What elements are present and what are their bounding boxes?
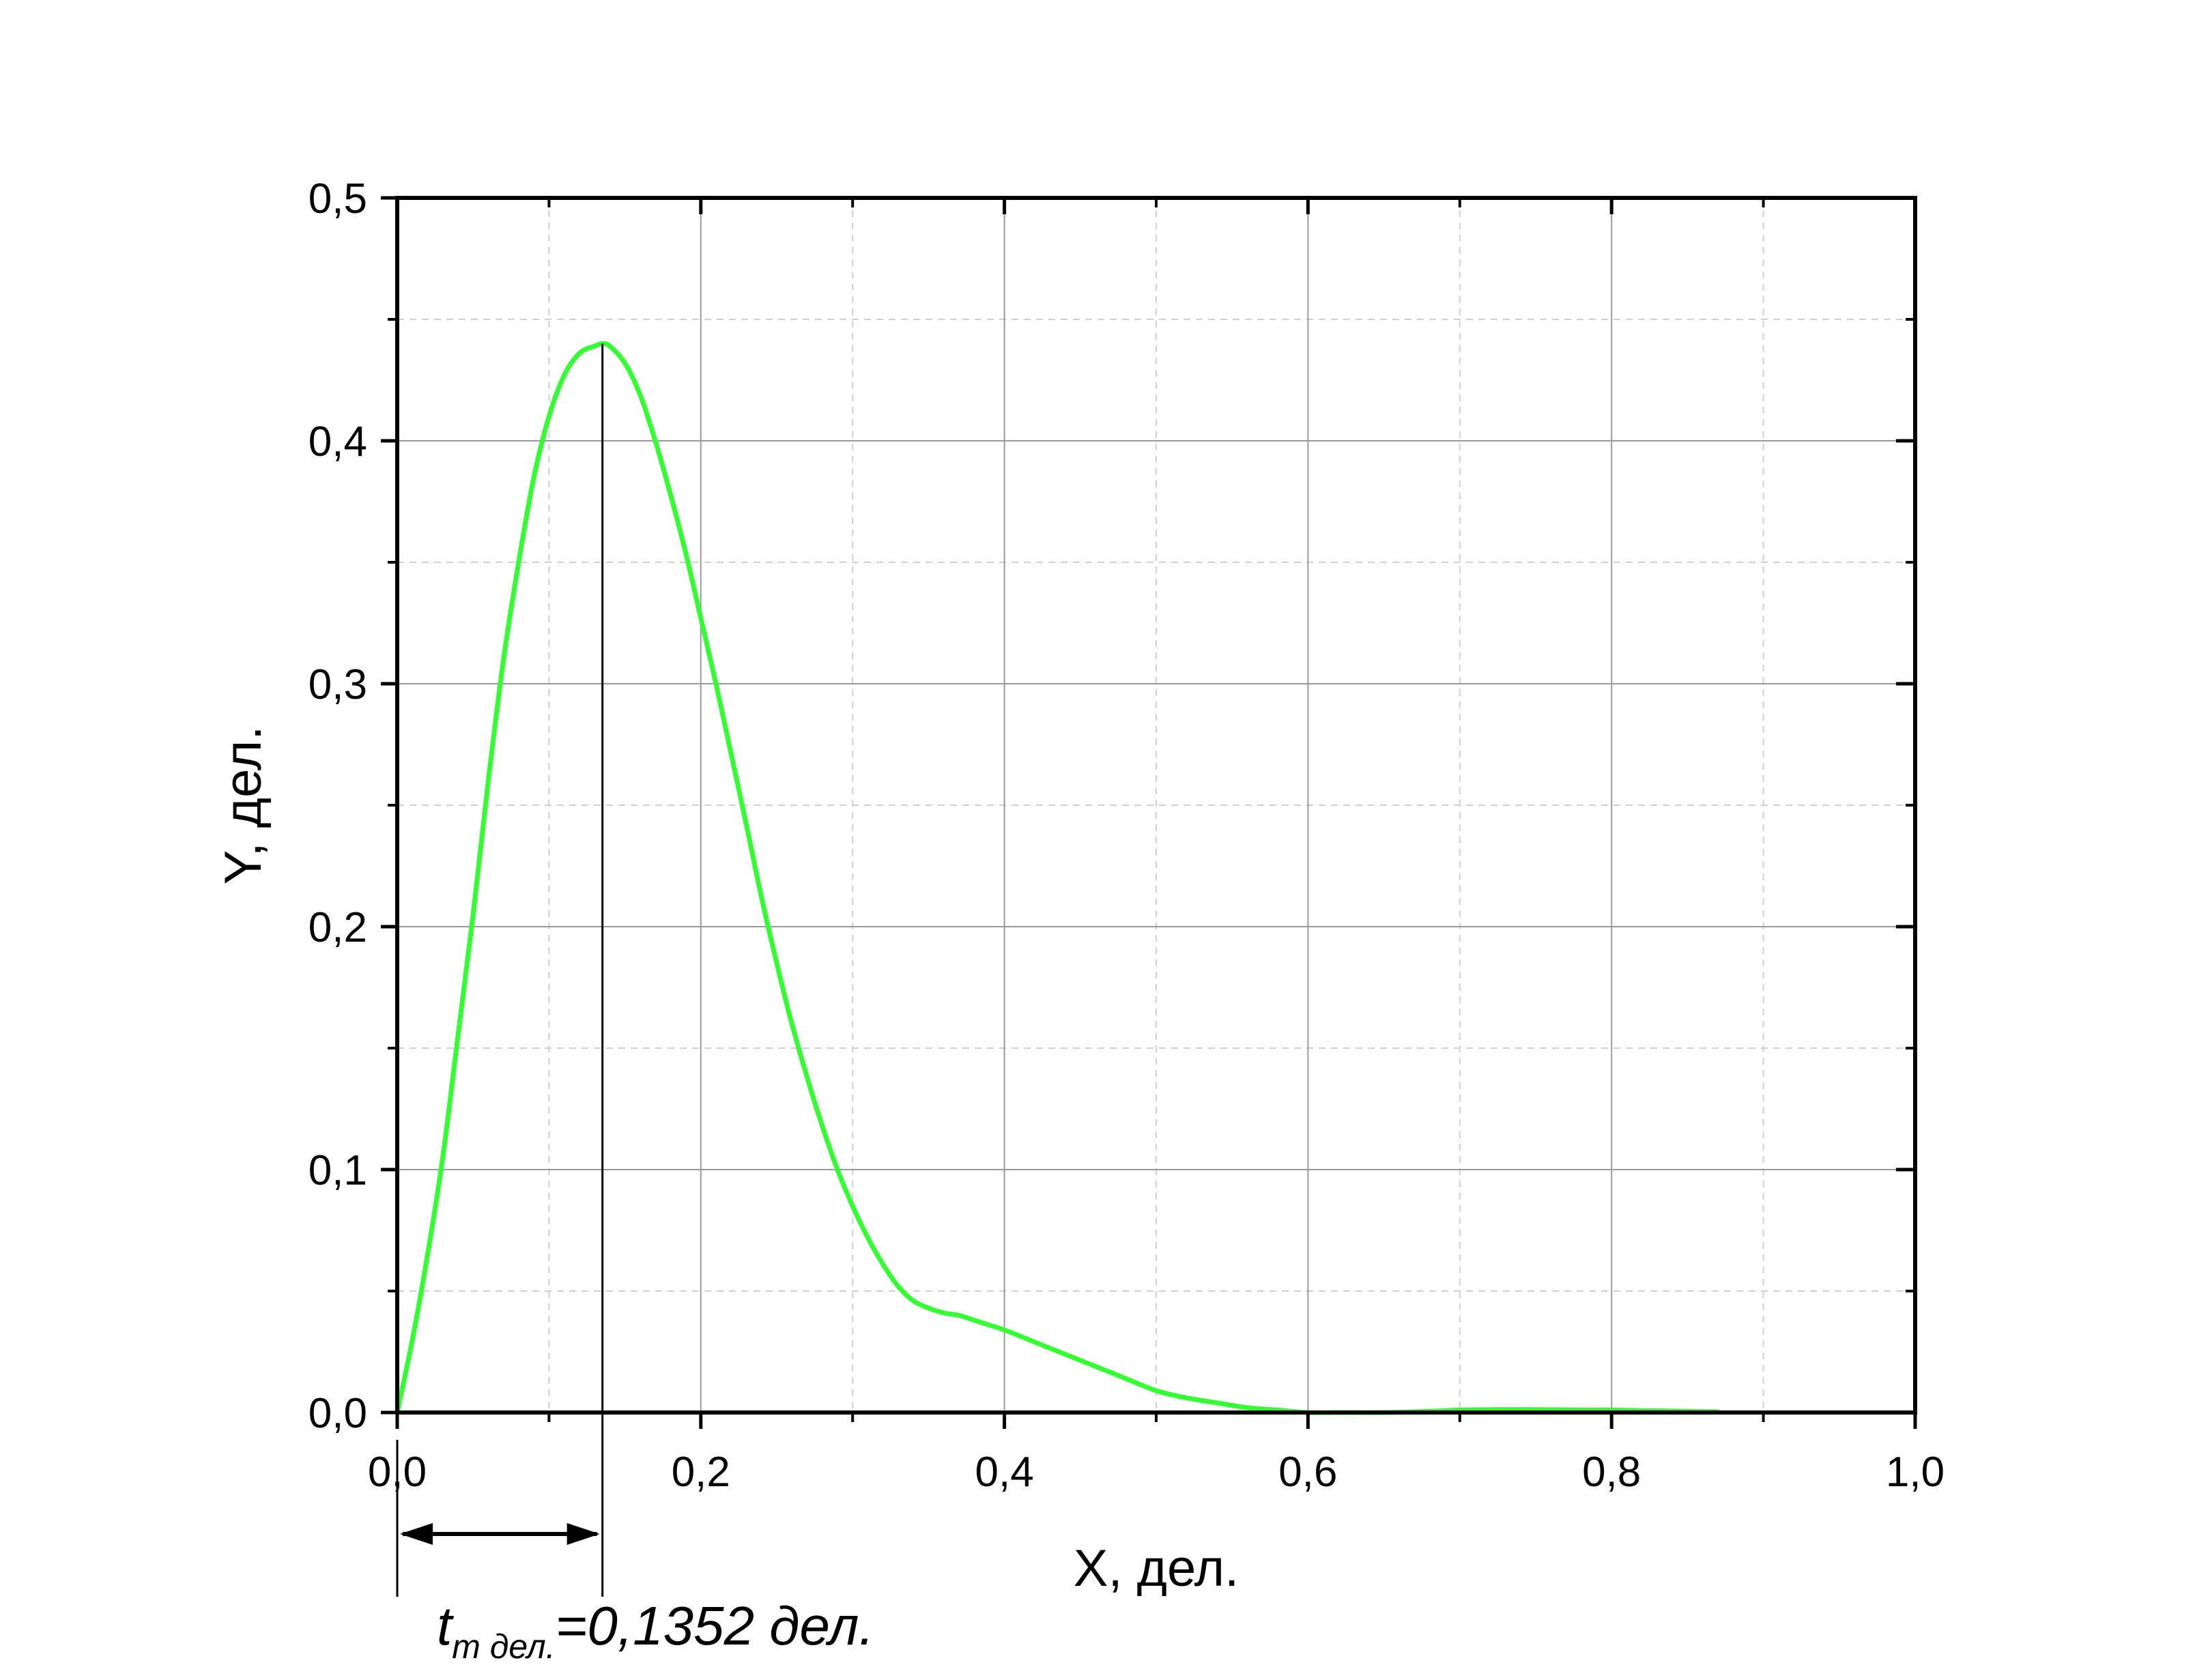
x-tick-label: 1,0	[1886, 1449, 1945, 1496]
tick-labels: 0,0 0,2 0,4 0,6 0,8 1,00,00,10,20,30,40,5	[309, 175, 1945, 1496]
x-axis-title: X, дел.	[1074, 1539, 1239, 1597]
x-tick-label: 0,6	[1278, 1449, 1337, 1496]
y-axis-title: Y, дел.	[214, 726, 272, 885]
y-tick-label: 0,2	[309, 904, 367, 951]
annotation-rest: =0,1352 дел.	[556, 1595, 874, 1656]
ticks	[381, 196, 1917, 1429]
peak-annotation: tm дел.=0,1352 дел.	[437, 1595, 874, 1666]
y-tick-label: 0,1	[309, 1147, 367, 1194]
grid-major	[397, 198, 1915, 1413]
annotation-main: t	[437, 1595, 454, 1656]
x-tick-label: 0,8	[1582, 1449, 1641, 1496]
dimension-arrowhead-right	[566, 1523, 600, 1545]
grid-minor	[397, 198, 1915, 1413]
x-tick-label: 0,4	[975, 1449, 1033, 1496]
y-tick-label: 0,4	[309, 418, 367, 465]
y-tick-label: 0,3	[309, 661, 367, 708]
dimension-arrowhead-left	[400, 1523, 433, 1545]
annotation-subscript: m дел.	[452, 1627, 555, 1666]
x-tick-label: 0,2	[672, 1449, 730, 1496]
y-tick-label: 0,0	[309, 1390, 367, 1437]
peak-dimension-marker	[396, 343, 604, 1597]
y-tick-label: 0,5	[309, 175, 367, 222]
